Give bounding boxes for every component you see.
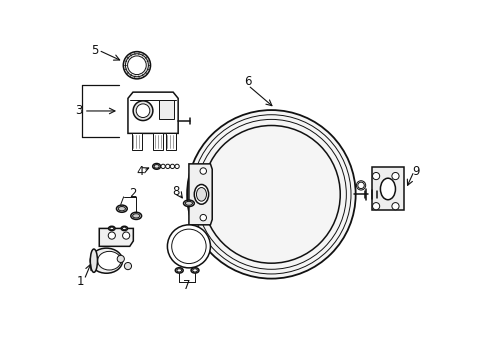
Circle shape — [124, 262, 131, 270]
Ellipse shape — [118, 207, 125, 211]
Circle shape — [122, 232, 129, 239]
Ellipse shape — [90, 248, 122, 273]
Circle shape — [391, 172, 398, 180]
Ellipse shape — [136, 104, 149, 117]
Ellipse shape — [133, 101, 153, 121]
Circle shape — [391, 203, 398, 210]
Circle shape — [200, 215, 206, 221]
Circle shape — [372, 203, 379, 210]
Text: 7: 7 — [183, 279, 190, 292]
Ellipse shape — [175, 268, 183, 273]
Bar — [131, 134, 142, 149]
Circle shape — [125, 54, 148, 77]
Ellipse shape — [183, 200, 194, 207]
Ellipse shape — [132, 214, 140, 218]
Circle shape — [187, 110, 355, 279]
Circle shape — [167, 225, 210, 268]
Polygon shape — [99, 228, 133, 246]
Circle shape — [200, 168, 206, 174]
Ellipse shape — [131, 212, 142, 220]
Ellipse shape — [152, 163, 160, 169]
Bar — [153, 134, 163, 149]
Text: 8: 8 — [172, 185, 179, 198]
Ellipse shape — [121, 226, 127, 230]
Ellipse shape — [177, 269, 181, 272]
Circle shape — [357, 182, 364, 189]
Text: 3: 3 — [75, 104, 82, 117]
Ellipse shape — [90, 249, 97, 273]
Bar — [371, 167, 403, 211]
Circle shape — [127, 56, 146, 75]
Ellipse shape — [380, 178, 395, 200]
Ellipse shape — [122, 227, 126, 230]
Text: 9: 9 — [411, 165, 419, 177]
Circle shape — [123, 51, 150, 79]
Circle shape — [117, 255, 124, 262]
Circle shape — [175, 164, 179, 168]
Ellipse shape — [154, 165, 159, 168]
Text: 4: 4 — [136, 165, 143, 177]
Circle shape — [165, 164, 169, 168]
Text: 1: 1 — [77, 275, 84, 288]
Polygon shape — [128, 92, 178, 134]
Bar — [165, 134, 175, 149]
Ellipse shape — [196, 188, 206, 201]
Text: 2: 2 — [129, 187, 137, 200]
Ellipse shape — [98, 251, 121, 270]
Ellipse shape — [185, 201, 192, 205]
Ellipse shape — [192, 269, 197, 272]
Ellipse shape — [191, 268, 199, 273]
Circle shape — [170, 164, 174, 168]
Circle shape — [372, 172, 379, 180]
Ellipse shape — [110, 227, 114, 230]
Ellipse shape — [108, 226, 115, 230]
Ellipse shape — [116, 205, 127, 212]
Circle shape — [356, 181, 365, 190]
Text: 6: 6 — [244, 75, 251, 88]
Ellipse shape — [194, 184, 208, 204]
Text: 5: 5 — [91, 44, 98, 57]
Circle shape — [161, 164, 165, 168]
Circle shape — [108, 232, 115, 239]
Bar — [159, 100, 174, 119]
Polygon shape — [188, 164, 212, 225]
